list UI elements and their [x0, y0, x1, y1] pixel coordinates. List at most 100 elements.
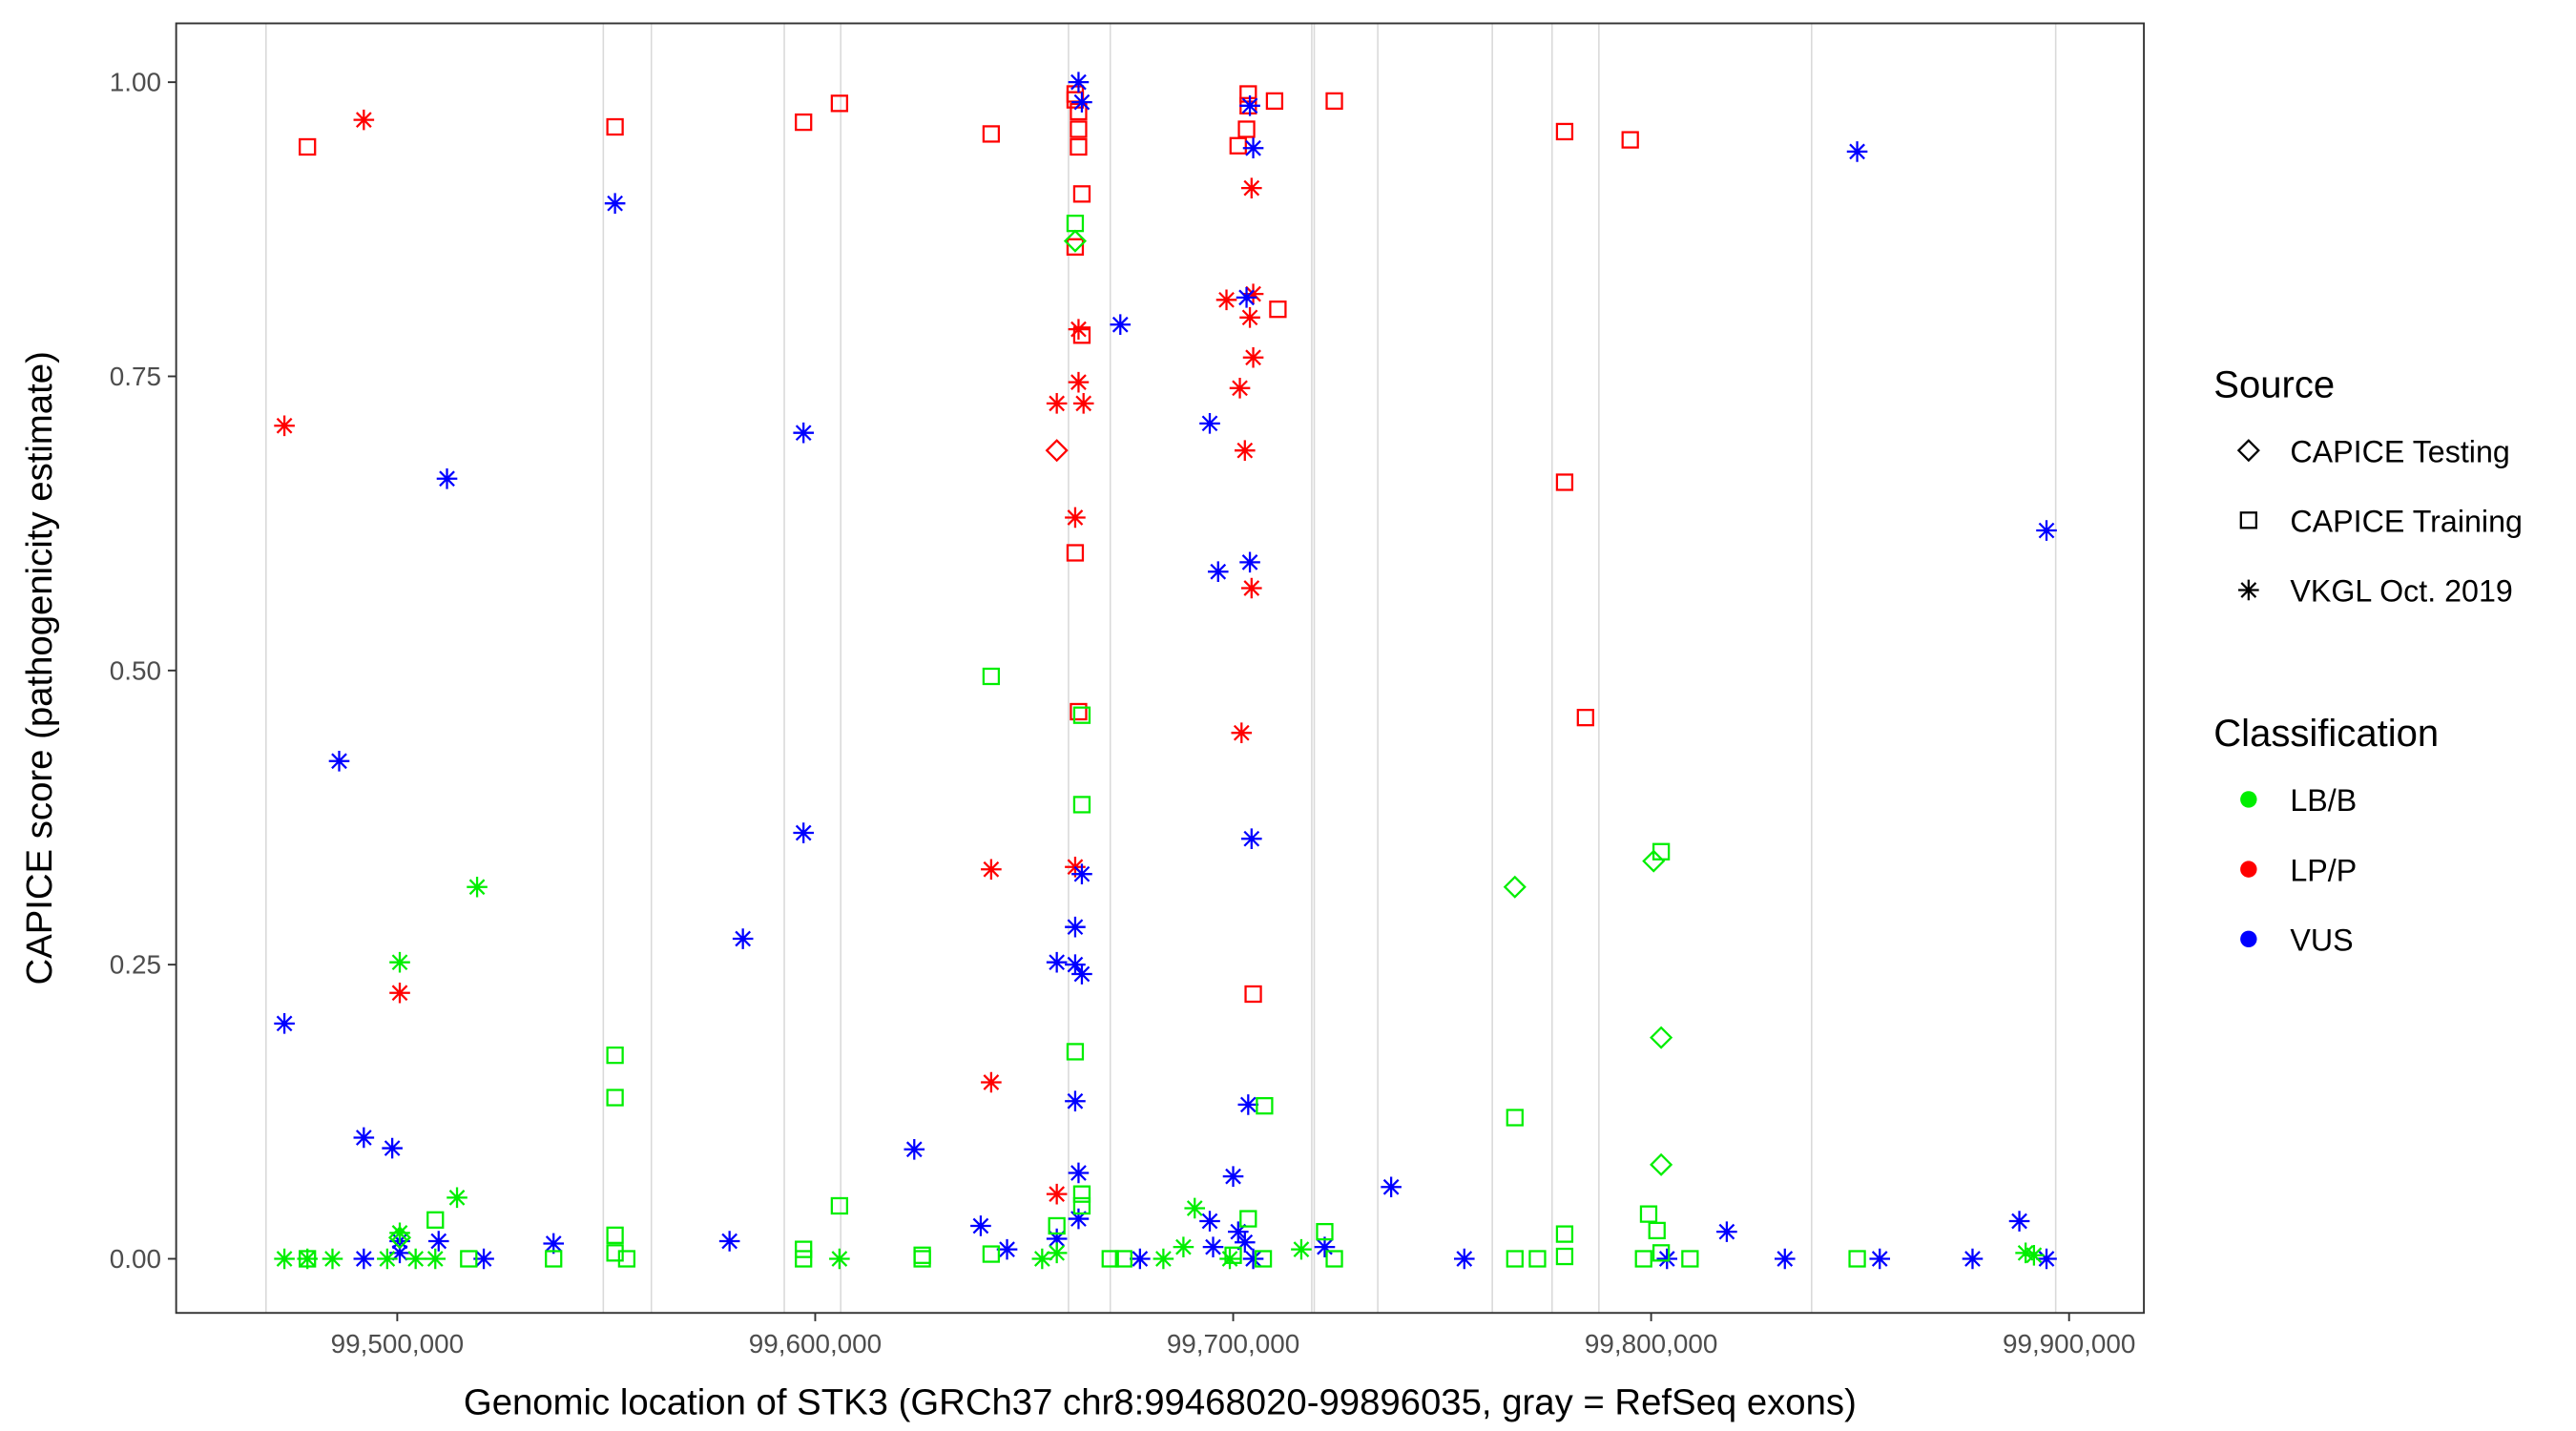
asterisk-marker	[1242, 346, 1264, 368]
data-point	[427, 1231, 449, 1252]
square-marker	[1576, 709, 1594, 727]
asterisk-marker	[2036, 1248, 2057, 1270]
asterisk-marker	[1846, 141, 1868, 162]
square-marker	[1256, 1097, 1274, 1115]
data-point	[1224, 1246, 1242, 1264]
data-point	[1325, 92, 1343, 111]
asterisk-marker	[904, 1138, 925, 1160]
series-capice-testing-lb-b	[387, 229, 1673, 1250]
asterisk-marker	[389, 1222, 410, 1244]
square-marker	[1229, 136, 1247, 155]
legend-label: LP/P	[2290, 853, 2357, 887]
square-marker	[1634, 1250, 1652, 1268]
square-marker	[1325, 92, 1343, 111]
y-axis-title: CAPICE score (pathogenicity estimate)	[19, 351, 60, 985]
square-marker	[830, 1196, 849, 1215]
data-point	[1656, 1248, 1678, 1270]
data-point	[1453, 1248, 1475, 1270]
asterisk-marker	[353, 109, 375, 131]
legend-item-classification: LB/B	[2240, 783, 2357, 818]
asterisk-marker	[793, 822, 814, 843]
data-point	[543, 1233, 565, 1255]
data-point	[405, 1248, 426, 1270]
data-point	[606, 1226, 624, 1244]
data-point	[1242, 137, 1264, 159]
data-point	[1254, 1250, 1273, 1268]
data-point	[1256, 1097, 1274, 1115]
asterisk-marker	[2036, 520, 2057, 541]
asterisk-marker	[1130, 1248, 1151, 1270]
legend-item-source: CAPICE Training	[2239, 505, 2523, 539]
x-tick-label: 99,600,000	[749, 1329, 882, 1358]
data-point	[1199, 413, 1220, 434]
legend-label: CAPICE Testing	[2290, 434, 2509, 468]
data-point	[1046, 1183, 1068, 1205]
asterisk-marker	[1046, 951, 1068, 973]
asterisk-marker	[1962, 1248, 1984, 1270]
data-point	[1239, 307, 1260, 328]
data-point	[322, 1248, 343, 1270]
data-point	[353, 109, 375, 131]
data-point	[1070, 102, 1088, 121]
asterisk-marker	[353, 1248, 375, 1270]
data-point	[1241, 577, 1262, 599]
data-point	[2036, 520, 2057, 541]
asterisk-marker	[1031, 1248, 1053, 1270]
plot-panel-border	[175, 22, 2146, 1315]
data-point	[436, 467, 458, 489]
square-marker	[606, 1226, 624, 1244]
asterisk-marker	[447, 1187, 467, 1209]
asterisk-marker	[1237, 1094, 1259, 1115]
asterisk-marker	[436, 467, 458, 489]
square-marker	[1114, 1250, 1132, 1268]
x-tick-label: 99,900,000	[2003, 1329, 2135, 1358]
asterisk-marker	[1046, 1183, 1068, 1205]
data-point	[1202, 1236, 1224, 1257]
square-open-icon	[2239, 511, 2257, 529]
y-tick-label: 1.00	[110, 68, 161, 97]
asterisk-marker	[1072, 393, 1094, 414]
asterisk-marker	[1068, 1162, 1090, 1184]
asterisk-marker	[467, 876, 488, 898]
data-point	[1046, 1242, 1068, 1264]
data-point	[1046, 951, 1068, 973]
asterisk-marker	[297, 1248, 319, 1270]
data-point	[1046, 1228, 1068, 1250]
data-point	[1648, 1221, 1666, 1240]
data-point	[1381, 1176, 1402, 1198]
square-marker	[1648, 1221, 1666, 1240]
color-dot-icon	[2240, 930, 2257, 947]
asterisk-marker	[1068, 72, 1090, 93]
x-tick-label: 99,800,000	[1585, 1329, 1717, 1358]
asterisk-marker	[1046, 1242, 1068, 1264]
square-marker	[1244, 985, 1262, 1004]
square-marker	[1265, 92, 1284, 111]
data-point	[1650, 1026, 1673, 1049]
asterisk-marker	[1242, 283, 1264, 304]
asterisk-marker	[1071, 863, 1092, 884]
data-point	[606, 117, 624, 136]
data-point	[1237, 1094, 1259, 1115]
square-marker	[1224, 1246, 1242, 1264]
asterisk-marker	[1215, 289, 1237, 311]
data-point	[1506, 1109, 1524, 1127]
data-point	[1173, 1236, 1195, 1257]
square-marker	[1506, 1250, 1524, 1268]
square-marker	[1316, 1222, 1334, 1241]
asterisk-marker	[1235, 440, 1256, 461]
asterisk-marker	[1046, 1228, 1068, 1250]
legend-label: VUS	[2290, 923, 2353, 957]
x-tick-label: 99,700,000	[1167, 1329, 1299, 1358]
data-point	[1239, 1210, 1257, 1228]
data-point	[795, 1250, 813, 1268]
data-point	[606, 1244, 624, 1262]
data-point	[1555, 1225, 1574, 1243]
square-marker	[1072, 185, 1091, 203]
data-point	[1153, 1248, 1174, 1270]
diamond-marker	[2236, 439, 2260, 463]
data-point	[274, 415, 295, 437]
square-marker	[1048, 1216, 1066, 1235]
asterisk-marker	[2024, 1244, 2045, 1266]
asterisk-marker	[1453, 1248, 1475, 1270]
data-point	[1848, 1250, 1866, 1268]
